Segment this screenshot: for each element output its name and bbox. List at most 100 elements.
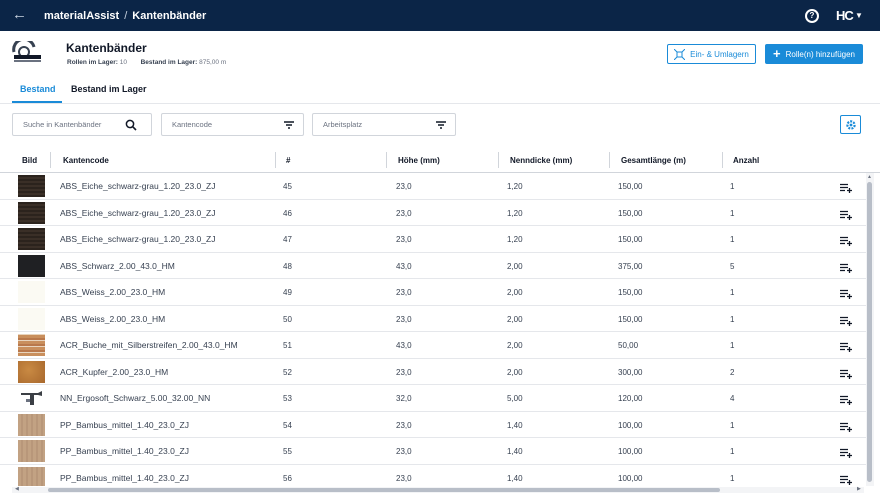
playlist-add-icon[interactable] (840, 445, 852, 463)
column-divider[interactable] (722, 152, 723, 168)
kantencode-cell: ABS_Eiche_schwarz-grau_1.20_23.0_ZJ (60, 234, 216, 244)
column-divider[interactable] (498, 152, 499, 168)
kantencode-cell: PP_Bambus_mittel_1.40_23.0_ZJ (60, 419, 189, 430)
tab-bestand-im-lager[interactable]: Bestand im Lager (71, 84, 147, 94)
playlist-add-icon[interactable] (840, 207, 852, 225)
column-header-gesamtlaenge[interactable]: Gesamtlänge (m) (621, 156, 686, 165)
kantencode-cell: ABS_Eiche_schwarz-grau_1.20_23.0_ZJ (60, 181, 216, 191)
nenndicke-cell: 1,40 (507, 447, 523, 456)
rollen-value: 10 (119, 59, 127, 66)
breadcrumb-app[interactable]: materialAssist (44, 10, 120, 22)
top-bar: ← materialAssist / Kantenbänder ? HC ▼ (0, 0, 880, 31)
scroll-up-icon[interactable]: ▲ (867, 174, 872, 180)
anzahl-cell: 5 (730, 261, 735, 271)
hoehe-cell: 23,0 (396, 314, 412, 324)
search-input[interactable]: Suche in Kantenbänder (12, 113, 152, 136)
nenndicke-cell: 1,20 (507, 235, 523, 244)
filter-icon (436, 121, 446, 129)
tab-bestand[interactable]: Bestand (20, 84, 56, 94)
hoehe-cell: 23,0 (396, 447, 412, 456)
hoehe-cell: 43,0 (396, 341, 412, 350)
table-row[interactable]: ACR_Kupfer_2.00_23.0_HM 52 23,0 2,00 300,00 2 (0, 359, 866, 385)
playlist-add-icon[interactable] (840, 313, 852, 331)
nenndicke-cell: 5,00 (507, 394, 523, 403)
add-rolls-label: Rolle(n) hinzufügen (785, 49, 855, 59)
column-divider[interactable] (386, 152, 387, 168)
playlist-add-icon[interactable] (840, 339, 852, 357)
table-row[interactable]: ABS_Eiche_schwarz-grau_1.20_23.0_ZJ 46 23,… (0, 200, 866, 226)
ein-umlagern-label: Ein- & Umlagern (690, 49, 749, 59)
table-row[interactable]: NN_Ergosoft_Schwarz_5.00_32.00_NN 53 32,0 5… (0, 385, 866, 412)
playlist-add-icon[interactable] (840, 233, 852, 251)
edge-band-thumbnail (18, 175, 45, 197)
table-row[interactable]: PP_Bambus_mittel_1.40_23.0_ZJ 54 23,0 1,40 1… (0, 412, 866, 438)
table-row[interactable]: ABS_Weiss_2.00_23.0_HM 50 23,0 2,00 150,00 1 (0, 306, 866, 332)
column-header-nummer[interactable]: # (286, 156, 291, 165)
column-header-nenndicke[interactable]: Nenndicke (mm) (510, 156, 573, 165)
nenndicke-cell: 2,00 (507, 341, 523, 350)
table-header: Bild Kantencode # Höhe (mm) Nenndicke (m… (0, 149, 880, 173)
kantencode-cell: PP_Bambus_mittel_1.40_23.0_ZJ (60, 472, 189, 483)
nummer-cell: 52 (283, 367, 292, 377)
column-header-anzahl[interactable]: Anzahl (733, 156, 760, 165)
support-icon[interactable]: ? (805, 9, 819, 23)
gesamtlaenge-cell: 375,00 (618, 261, 643, 271)
chevron-down-icon[interactable]: ▼ (855, 11, 863, 20)
filter-icon (284, 121, 294, 129)
table-row[interactable]: PP_Bambus_mittel_1.40_23.0_ZJ 56 23,0 1,40 1… (0, 465, 866, 487)
anzahl-cell: 2 (730, 367, 735, 377)
table-row[interactable]: PP_Bambus_mittel_1.40_23.0_ZJ 55 23,0 1,40 1… (0, 438, 866, 465)
gesamtlaenge-cell: 100,00 (618, 420, 643, 430)
anzahl-cell: 1 (730, 473, 735, 483)
vertical-scroll-thumb[interactable] (867, 182, 872, 482)
nummer-cell: 49 (283, 288, 292, 297)
scroll-left-icon[interactable]: ◀ (15, 486, 19, 492)
anzahl-cell: 1 (730, 420, 735, 430)
column-header-hoehe[interactable]: Höhe (mm) (398, 156, 440, 165)
nummer-cell: 54 (283, 420, 292, 430)
kantencode-cell: NN_Ergosoft_Schwarz_5.00_32.00_NN (60, 393, 211, 403)
playlist-add-icon[interactable] (840, 419, 852, 437)
playlist-add-icon[interactable] (840, 392, 852, 410)
edge-band-thumbnail (18, 307, 45, 330)
table-row[interactable]: ABS_Weiss_2.00_23.0_HM 49 23,0 2,00 150,00 1 (0, 279, 866, 306)
brand-logo[interactable]: HC (836, 8, 854, 23)
gesamtlaenge-cell: 150,00 (618, 314, 643, 324)
nummer-cell: 48 (283, 261, 292, 271)
column-divider[interactable] (609, 152, 610, 168)
add-rolls-button[interactable]: + Rolle(n) hinzufügen (765, 44, 863, 64)
nummer-cell: 46 (283, 208, 292, 218)
scroll-right-icon[interactable]: ▶ (857, 486, 861, 492)
table-row[interactable]: ABS_Schwarz_2.00_43.0_HM 48 43,0 2,00 375,00… (0, 253, 866, 279)
rollen-label: Rollen im Lager: (67, 59, 118, 66)
column-divider[interactable] (50, 152, 51, 168)
nummer-cell: 55 (283, 447, 292, 456)
kantencode-cell: ABS_Weiss_2.00_23.0_HM (60, 313, 166, 324)
playlist-add-icon[interactable] (840, 260, 852, 278)
playlist-add-icon[interactable] (840, 180, 852, 198)
horizontal-scroll-thumb[interactable] (48, 488, 720, 492)
edge-band-thumbnail (18, 360, 45, 383)
arbeitsplatz-filter[interactable]: Arbeitsplatz (312, 113, 456, 136)
back-arrow-icon[interactable]: ← (12, 6, 27, 23)
breadcrumb-separator: / (124, 10, 128, 22)
table-row[interactable]: ABS_Eiche_schwarz-grau_1.20_23.0_ZJ 45 23,… (0, 173, 866, 200)
column-divider[interactable] (275, 152, 276, 168)
playlist-add-icon[interactable] (840, 366, 852, 384)
hoehe-cell: 23,0 (396, 235, 412, 244)
playlist-add-icon[interactable] (840, 286, 852, 304)
column-header-kantencode[interactable]: Kantencode (63, 156, 109, 165)
nenndicke-cell: 2,00 (507, 288, 523, 297)
transfer-icon (674, 48, 686, 60)
table-row[interactable]: ABS_Eiche_schwarz-grau_1.20_23.0_ZJ 47 23,… (0, 226, 866, 253)
kantencode-filter[interactable]: Kantencode (161, 113, 304, 136)
table-settings-button[interactable] (840, 115, 861, 134)
hoehe-cell: 23,0 (396, 288, 412, 297)
table-row[interactable]: ACR_Buche_mit_Silberstreifen_2.00_43.0_H… (0, 332, 866, 359)
search-icon[interactable] (125, 119, 137, 131)
playlist-add-icon[interactable] (840, 472, 852, 487)
profile-shape-icon (21, 391, 42, 405)
ein-umlagern-button[interactable]: Ein- & Umlagern (667, 44, 756, 64)
column-header-bild[interactable]: Bild (22, 156, 38, 165)
gesamtlaenge-cell: 50,00 (618, 341, 639, 350)
